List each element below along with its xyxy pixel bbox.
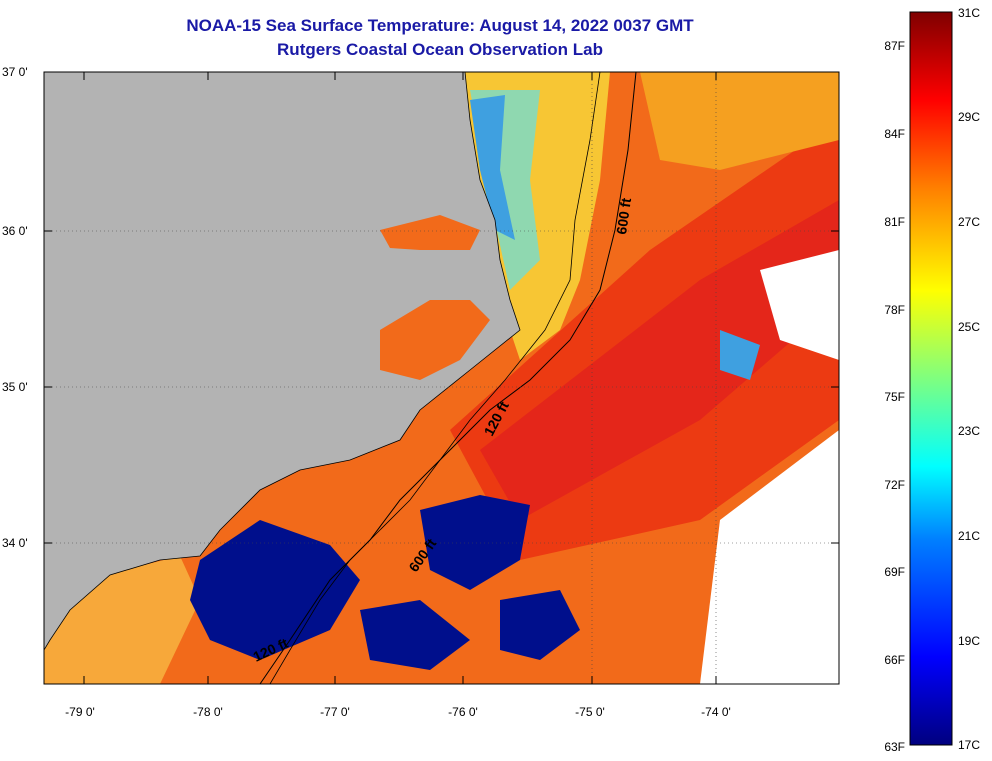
map-title: NOAA-15 Sea Surface Temperature: August … (186, 16, 694, 35)
lat-tick-label: 37 0' (2, 65, 28, 79)
cloud-mask-south (190, 520, 360, 660)
colorbar-celsius-label: 31C (958, 6, 980, 20)
colorbar-fahrenheit-label: 66F (884, 653, 905, 667)
temperature-colorbar (909, 11, 953, 746)
colorbar-celsius-label: 27C (958, 215, 980, 229)
depth-contour-600ft (259, 72, 637, 684)
plot-frame (43, 71, 840, 685)
northeast-cooler-water (640, 72, 839, 170)
cloud-mask-central (420, 495, 530, 590)
colorbar-fahrenheit-label: 63F (884, 740, 905, 754)
colorbar-celsius-label: 19C (958, 634, 980, 648)
colorbar-celsius-label: 21C (958, 529, 980, 543)
lat-tick-label: 35 0' (2, 380, 28, 394)
plot-area (44, 72, 839, 684)
graticule (44, 72, 839, 684)
colorbar-celsius-label: 29C (958, 110, 980, 124)
colorbar-fahrenheit-label: 72F (884, 478, 905, 492)
colorbar-celsius-label: 23C (958, 424, 980, 438)
no-data-region (700, 430, 839, 684)
no-data-patch-east (760, 250, 839, 360)
lon-tick-label: -78 0' (193, 705, 223, 719)
lat-tick-label: 36 0' (2, 224, 28, 238)
colorbar-fahrenheit-label: 87F (884, 39, 905, 53)
lon-tick-label: -75 0' (575, 705, 605, 719)
colorbar-fahrenheit-label: 81F (884, 215, 905, 229)
coastal-coldest-water (470, 95, 515, 240)
colorbar-fahrenheit-label: 75F (884, 390, 905, 404)
colorbar-fahrenheit-label: 69F (884, 565, 905, 579)
pamlico-sound (380, 300, 490, 380)
land-mass (44, 72, 521, 651)
colorbar-fahrenheit-label: 84F (884, 127, 905, 141)
lon-tick-label: -77 0' (320, 705, 350, 719)
depth-contour-120ft (269, 72, 601, 684)
warm-core-band (480, 200, 839, 520)
lon-tick-label: -76 0' (448, 705, 478, 719)
lon-tick-label: -74 0' (701, 705, 731, 719)
contour-label-600ft-north: 600 ft (613, 197, 634, 236)
colorbar-celsius-label: 25C (958, 320, 980, 334)
cool-eddy-patch (720, 330, 760, 380)
lon-tick-label: -79 0' (65, 705, 95, 719)
colorbar-celsius-label: 17C (958, 738, 980, 752)
albemarle-sound (380, 215, 480, 250)
map-subtitle: Rutgers Coastal Ocean Observation Lab (277, 40, 603, 59)
colorbar-fahrenheit-label: 78F (884, 303, 905, 317)
lat-tick-label: 34 0' (2, 536, 28, 550)
cloud-mask-southeast (360, 600, 470, 670)
cloud-mask-east (500, 590, 580, 660)
